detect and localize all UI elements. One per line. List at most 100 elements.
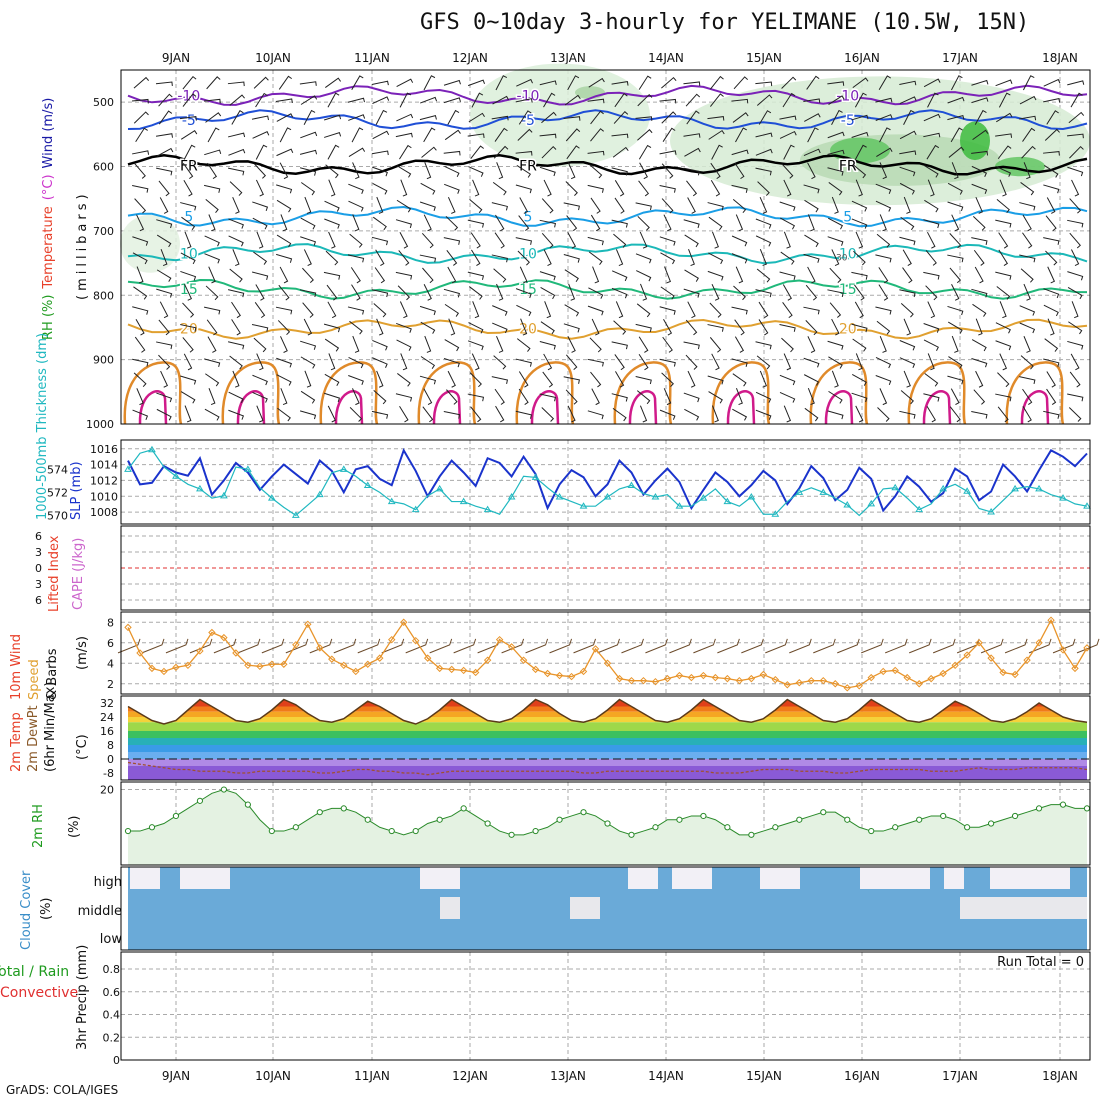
lifted-index-tick: 0 [35, 562, 42, 575]
rh-point [1083, 805, 1091, 812]
wind-barb [204, 149, 222, 156]
wind-barb [924, 165, 939, 178]
wind-barb [155, 81, 173, 87]
wind-barb [1020, 268, 1034, 283]
thickness-point [339, 465, 348, 472]
cloud-axis-label: Cloud Cover [19, 870, 34, 950]
wind-barb [975, 196, 983, 214]
wind-barb [156, 269, 172, 282]
wind-barb [183, 353, 193, 371]
wind-barb [395, 271, 413, 280]
wind-barb [589, 337, 602, 353]
rh-contour-area [470, 63, 650, 167]
wind-barb [804, 199, 819, 213]
wind-barb [638, 75, 652, 90]
wind-barb [971, 339, 987, 352]
wind-barb [779, 271, 796, 281]
wind-barb [517, 128, 533, 141]
wind-barb [568, 283, 576, 301]
wind-barb [615, 371, 625, 388]
wind-barb [563, 116, 581, 121]
wind-barb [328, 179, 336, 197]
wind-barb [971, 237, 988, 245]
wind-barb [803, 357, 820, 368]
wind-barb [156, 341, 173, 350]
wind-barb [352, 214, 360, 232]
wind-speed-point [196, 647, 204, 655]
wind-barb [229, 94, 245, 106]
wind-speed-point [268, 660, 276, 668]
wind-barb [805, 284, 818, 301]
wind-barb [565, 128, 581, 142]
wind-speed-point [328, 655, 336, 663]
wind-barb [782, 302, 793, 319]
wind-barb [424, 335, 432, 353]
rh-point [700, 812, 707, 820]
thickness-point [483, 505, 492, 513]
wind-barb [467, 271, 485, 280]
wind-barb [541, 145, 557, 159]
wind-barb [203, 306, 221, 315]
wind-barb [638, 180, 650, 197]
thickness-point [291, 511, 300, 518]
wind-barb [947, 321, 963, 334]
wind-barb [971, 79, 989, 86]
wind-barb [206, 319, 218, 336]
wind-barb [899, 166, 916, 177]
wind-speed-point [963, 651, 971, 659]
wind-barb [803, 253, 820, 263]
wind-barb [180, 252, 196, 265]
wind-barb [831, 109, 843, 125]
wind-barb [252, 131, 270, 139]
wind-barb [708, 252, 724, 265]
isotherm-30-contour [628, 390, 658, 425]
wind-speed-line [127, 618, 1088, 689]
wind-barb [783, 405, 792, 423]
wind-barb [324, 218, 340, 229]
wind-barb [419, 254, 437, 263]
wind-barb [300, 217, 316, 230]
wind-barb [781, 337, 794, 353]
wind-barb [444, 303, 460, 317]
isotherm-30-contour [236, 390, 266, 425]
wind-barb [563, 323, 580, 333]
wind-barb [182, 337, 194, 353]
wind-barb [371, 150, 389, 156]
wind-barb [302, 302, 314, 318]
pressure-axis-label: (millibars) [75, 190, 90, 300]
wind-barb [323, 323, 341, 333]
wind-barb [827, 131, 845, 139]
wind-barb [491, 115, 509, 121]
wind-barb [205, 373, 220, 387]
ylabel-part: (6hr Min/Max) [43, 682, 58, 772]
thickness-point [867, 499, 876, 507]
wind-barb [326, 284, 338, 301]
temperature-tick: 8 [107, 739, 114, 752]
wind-barb [156, 219, 173, 229]
bottom-date-label: 10JAN [255, 1069, 291, 1083]
isotherm-30-contour [922, 390, 952, 425]
wind-barb [328, 231, 336, 249]
wind-barb [613, 233, 627, 248]
thickness-point [459, 497, 468, 505]
isotherm-label: 20 [519, 322, 537, 338]
cloud-unit-label: (%) [39, 898, 54, 921]
wind-barb [541, 111, 557, 124]
rh-point [844, 816, 851, 823]
thickness-point [267, 494, 276, 501]
wind-barb [948, 356, 963, 369]
wind-barb [420, 321, 436, 334]
temperature-band [128, 717, 1087, 723]
wind-barb [973, 249, 985, 266]
wind-barb [518, 110, 532, 125]
ylabel-part: Total / Rain [0, 964, 69, 980]
wind-speed-point [280, 660, 288, 668]
wind-barb [758, 319, 769, 336]
wind-barb [949, 406, 961, 423]
thickness-point [507, 492, 516, 500]
wind-barb [180, 270, 197, 281]
surface-wind-barb [237, 638, 261, 654]
rh-point [388, 827, 395, 835]
wind-barb [947, 115, 965, 121]
wind-speed-point [435, 664, 444, 673]
